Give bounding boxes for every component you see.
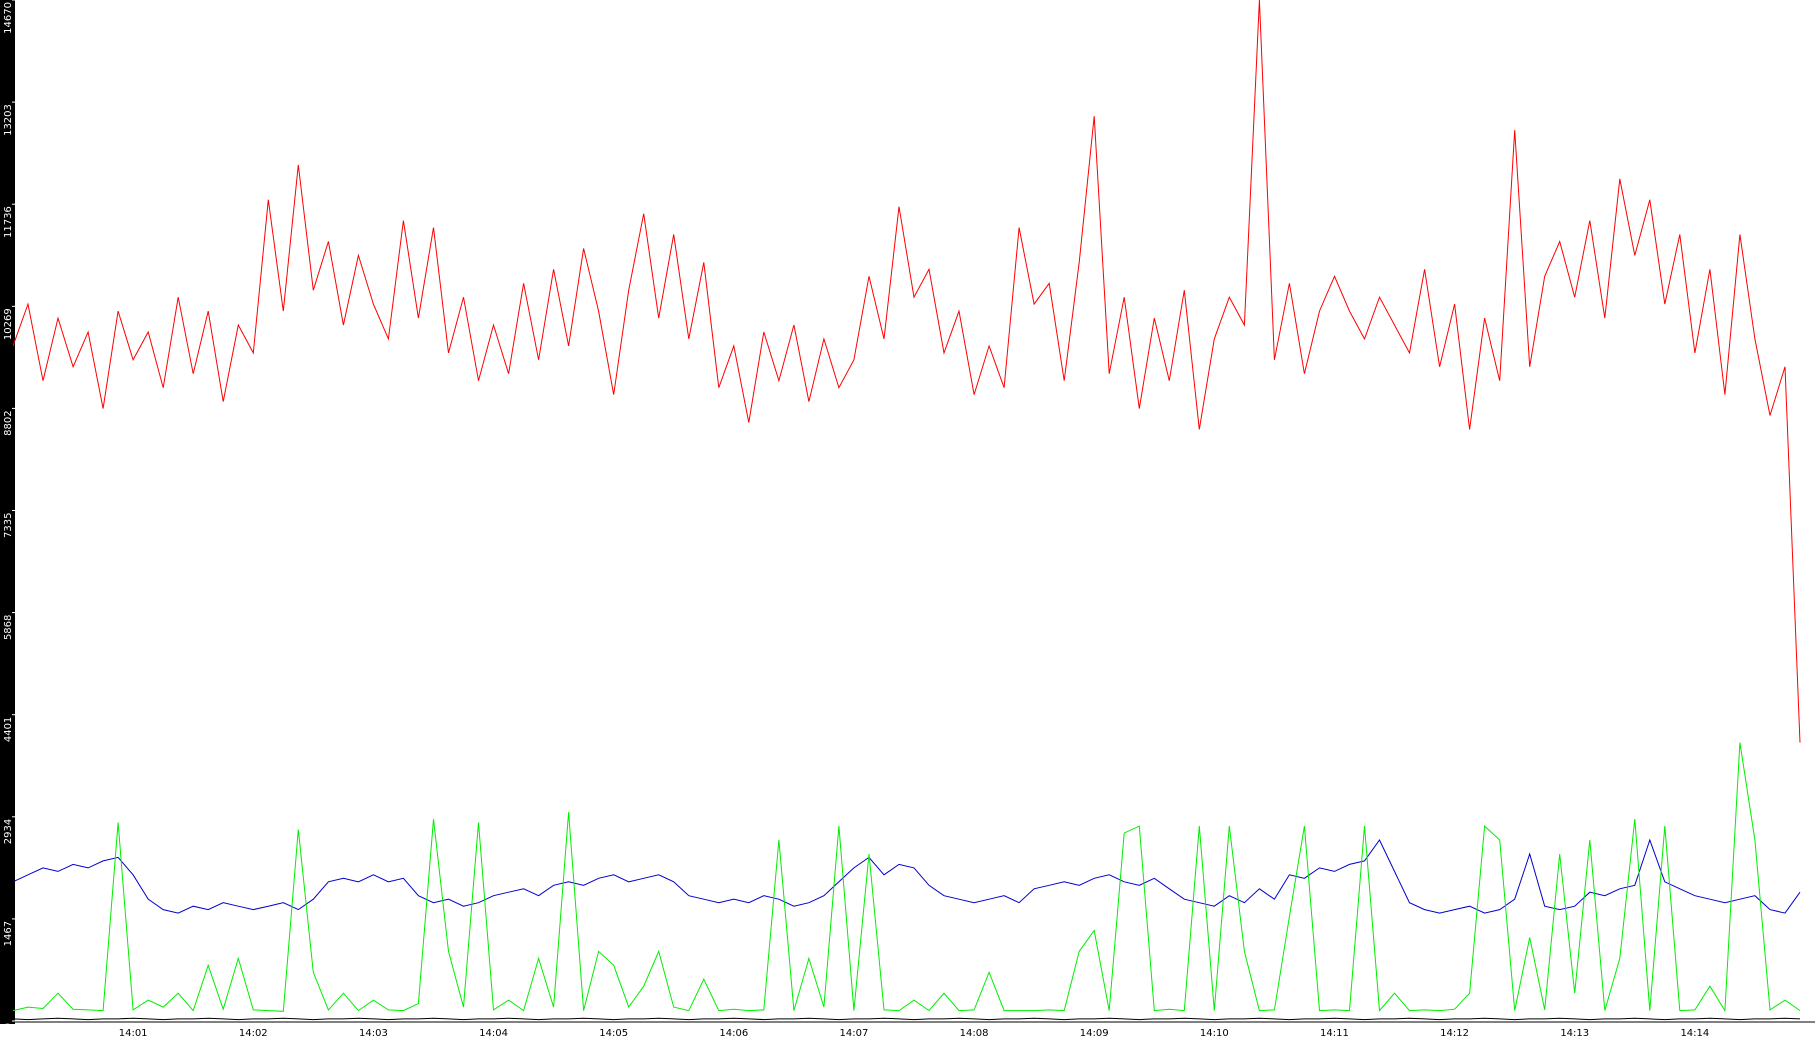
x-tick-label: 14:10 (1200, 1028, 1229, 1039)
x-tick-label: 14:11 (1320, 1028, 1349, 1039)
x-tick-label: 14:12 (1440, 1028, 1469, 1039)
y-tick-label: 14670 (3, 2, 14, 34)
y-tick-label: 0 (3, 1023, 14, 1029)
x-tick-label: 14:08 (960, 1028, 989, 1039)
series-line (12, 0, 1801, 743)
x-tick-label: 14:01 (119, 1028, 148, 1039)
x-tick-label: 14:03 (359, 1028, 388, 1039)
y-tick-label: 4401 (3, 717, 14, 742)
x-tick-label: 14:02 (239, 1028, 268, 1039)
y-tick-label: 13203 (3, 104, 14, 136)
y-tick-label: 7335 (3, 513, 14, 538)
y-tick-label: 5868 (3, 615, 14, 640)
y-axis-strip (0, 0, 15, 1024)
x-tick-label: 14:14 (1680, 1028, 1709, 1039)
series-line (12, 838, 1801, 914)
x-tick-label: 14:13 (1560, 1028, 1589, 1039)
y-tick-label: 2934 (3, 819, 14, 844)
series-line (12, 742, 1801, 1013)
x-tick-label: 14:04 (479, 1028, 508, 1039)
y-tick-label: 1467 (3, 921, 14, 946)
y-tick-label: 10269 (3, 308, 14, 340)
x-tick-label: 14:05 (599, 1028, 628, 1039)
x-tick-label: 14:09 (1080, 1028, 1109, 1039)
series-line (12, 1017, 1801, 1021)
x-tick-label: 14:07 (840, 1028, 869, 1039)
x-tick-label: 14:06 (719, 1028, 748, 1039)
y-tick-label: 8802 (3, 410, 14, 435)
y-tick-label: 11736 (3, 206, 14, 238)
